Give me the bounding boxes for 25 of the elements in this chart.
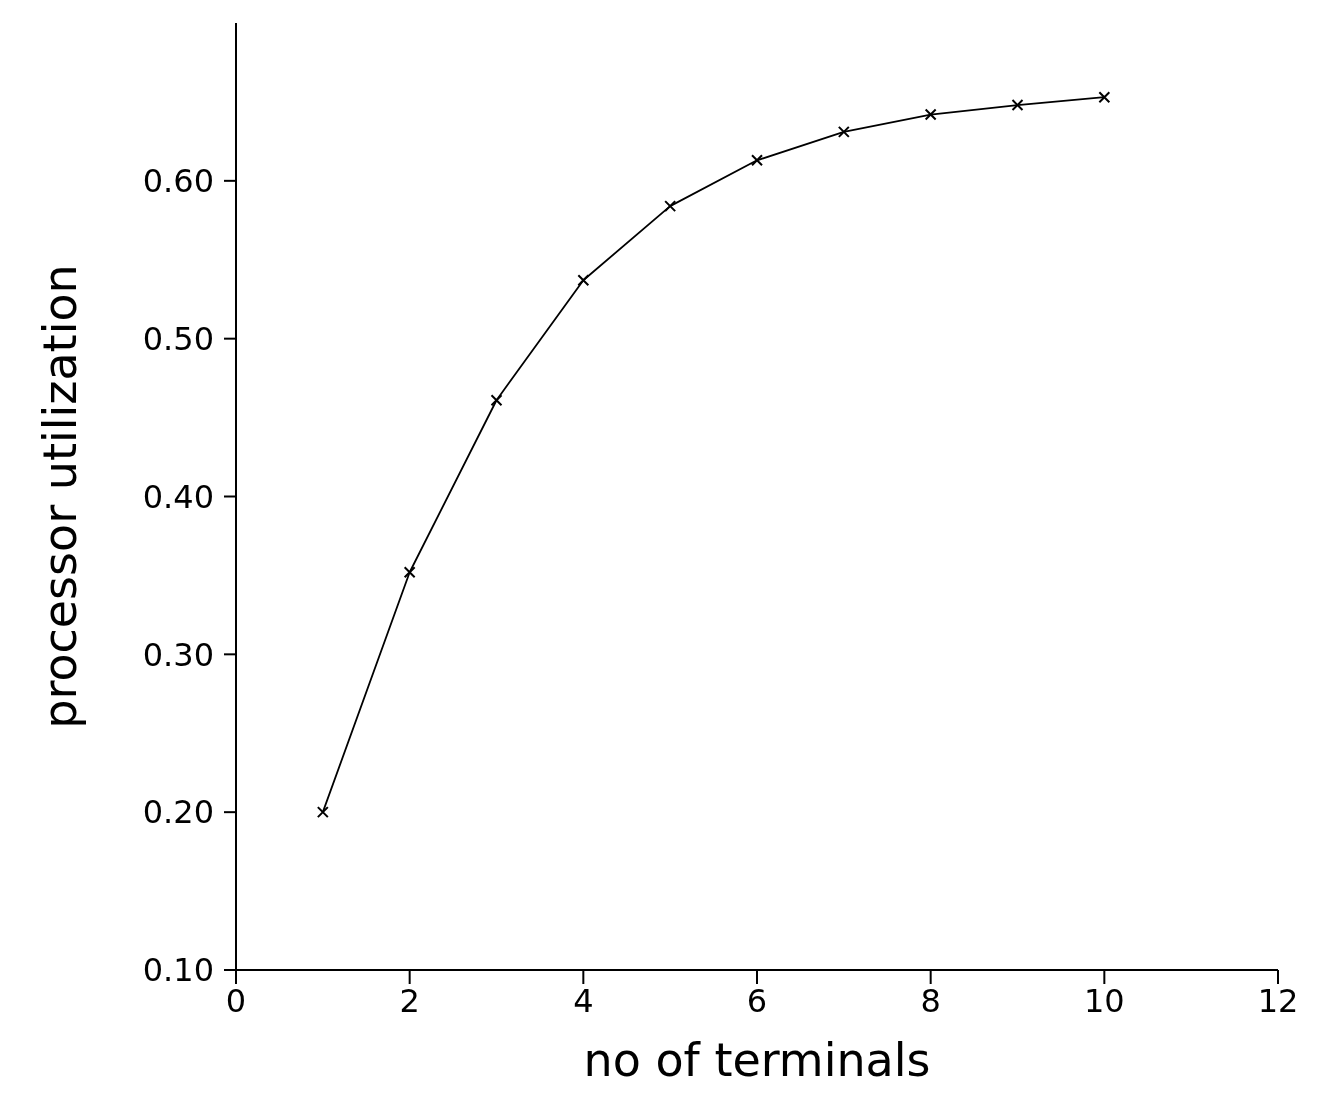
point (490, 394, 503, 407)
point (664, 200, 677, 213)
y-tick-label: 0.60 (142, 162, 214, 201)
x-tick-label: 8 (920, 982, 941, 1020)
point (316, 806, 329, 819)
x-tick-label: 2 (399, 982, 420, 1020)
x-tick-label: 12 (1257, 982, 1299, 1020)
point (403, 566, 416, 579)
y-tick-label: 0.30 (142, 635, 214, 674)
point (1011, 99, 1024, 112)
y-tick-label: 0.50 (142, 319, 214, 358)
point (577, 274, 590, 287)
x-tick-label: 0 (225, 982, 247, 1020)
x-axis-title: no of terminals (583, 1033, 931, 1087)
y-tick-label: 0.40 (142, 477, 214, 516)
y-tick-label: 0.20 (142, 793, 214, 832)
x-tick-label: 10 (1083, 982, 1125, 1020)
point (924, 108, 937, 121)
point (751, 154, 763, 167)
point (1098, 91, 1111, 104)
y-tick-label: 0.10 (142, 951, 214, 990)
point (837, 125, 850, 138)
y-axis-title: processor utilization (33, 264, 87, 729)
x-tick-label: 4 (573, 982, 594, 1020)
x-tick-label: 6 (746, 982, 768, 1020)
